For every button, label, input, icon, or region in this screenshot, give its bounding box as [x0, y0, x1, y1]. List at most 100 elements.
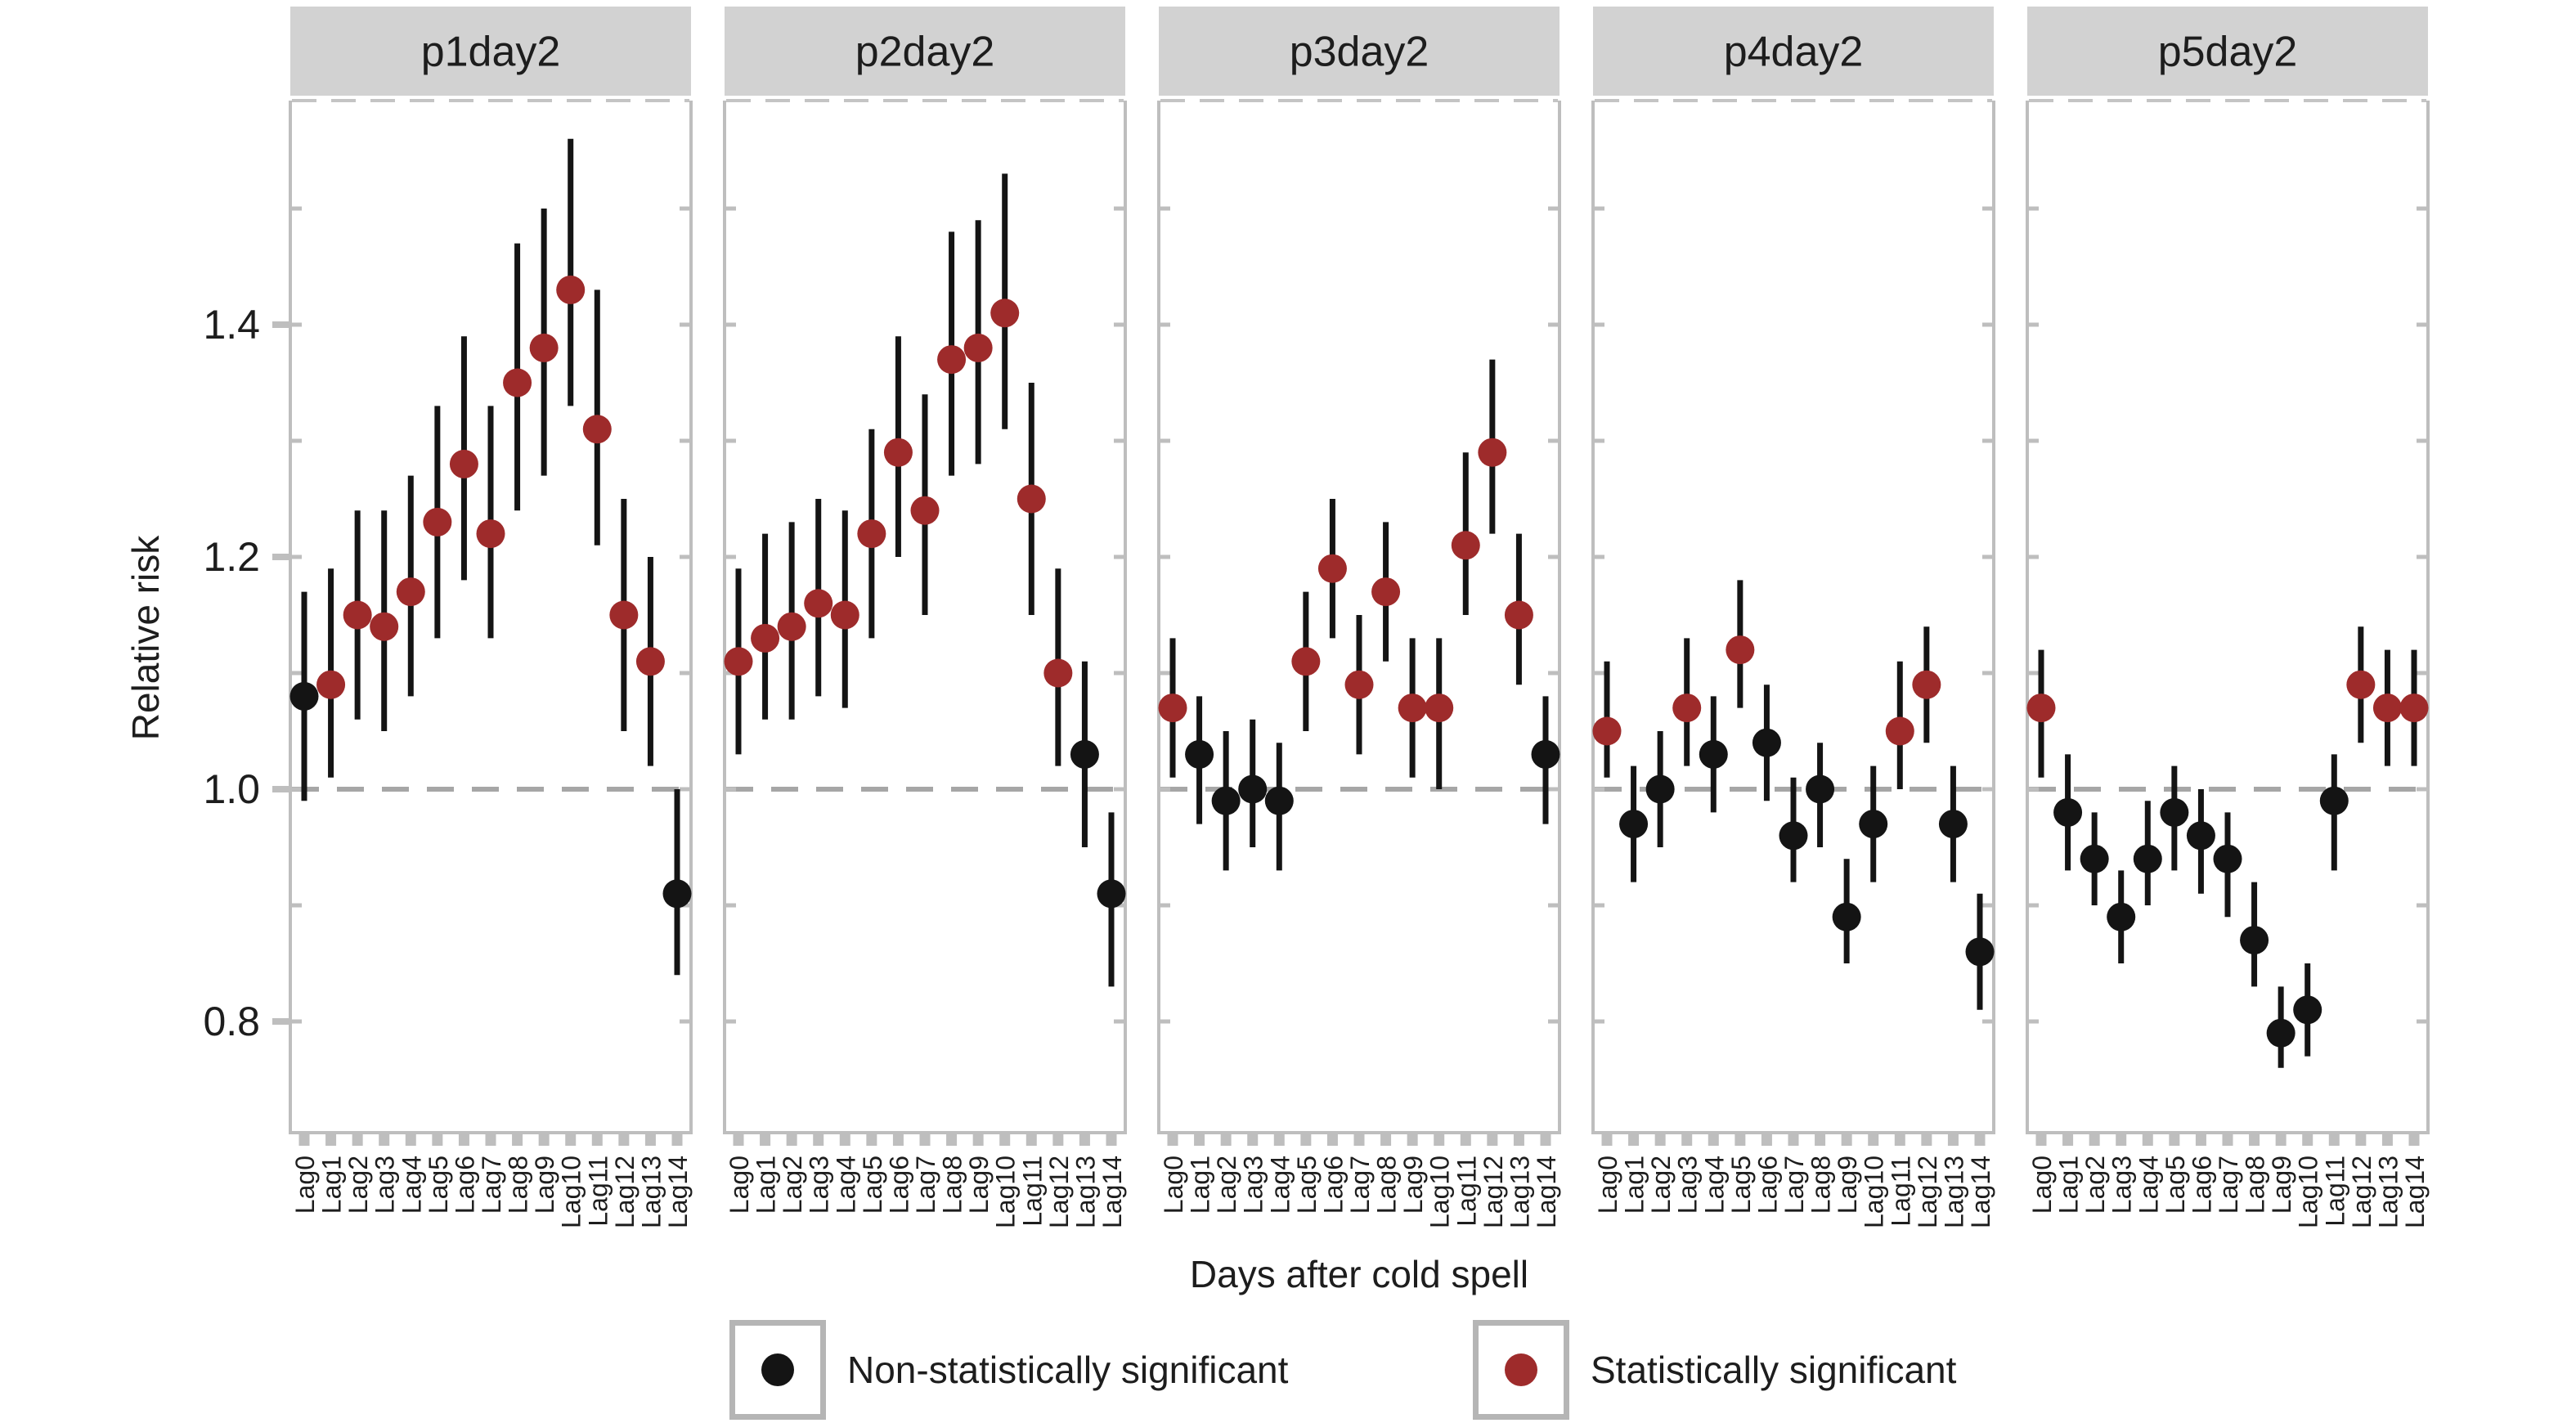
x-tick-label: Lag0 [1159, 1156, 1188, 1214]
x-tick-label: Lag1 [752, 1156, 781, 1214]
point-non-significant [2266, 1018, 2296, 1048]
x-axis-title: Days after cold spell [1189, 1253, 1529, 1295]
x-tick [1735, 1133, 1746, 1146]
x-tick [2089, 1133, 2100, 1146]
x-tick-label: Lag0 [1593, 1156, 1622, 1214]
legend-key-box [1473, 1320, 1569, 1420]
facet-title: p1day2 [421, 29, 561, 76]
point-significant [529, 333, 559, 362]
point-significant [883, 438, 913, 467]
x-tick-label: Lag5 [2161, 1156, 2190, 1214]
x-tick [2062, 1133, 2074, 1146]
point-non-significant [2293, 995, 2322, 1025]
x-tick-label: Lag14 [663, 1156, 693, 1228]
point-significant [1371, 577, 1401, 607]
x-tick-label: Lag13 [1505, 1156, 1534, 1228]
x-tick [1247, 1133, 1259, 1146]
x-tick [946, 1133, 958, 1146]
x-tick [813, 1133, 824, 1146]
x-tick [1353, 1133, 1365, 1146]
facet-p5day2: p5day2Lag0Lag1Lag2Lag3Lag4Lag5Lag6Lag7La… [2026, 7, 2430, 1228]
point-significant [1344, 670, 1374, 699]
point-significant [556, 275, 586, 304]
point-significant [937, 345, 967, 375]
point-significant [1885, 716, 1914, 746]
x-tick [1921, 1133, 1932, 1146]
point-significant [370, 612, 399, 641]
point-significant [1504, 600, 1533, 630]
x-tick-label: Lag12 [610, 1156, 640, 1228]
x-tick [2328, 1133, 2340, 1146]
x-tick [618, 1133, 630, 1146]
facet-p4day2: p4day2Lag0Lag1Lag2Lag3Lag4Lag5Lag6Lag7La… [1591, 7, 1995, 1228]
y-tick-label: 1.0 [203, 766, 260, 812]
x-tick-label: Lag13 [1939, 1156, 1968, 1228]
x-tick [1167, 1133, 1178, 1146]
point-significant [1912, 670, 1941, 699]
x-tick-label: Lag5 [858, 1156, 887, 1214]
x-tick [892, 1133, 904, 1146]
legend-key-box [729, 1320, 826, 1420]
x-tick [2222, 1133, 2233, 1146]
point-non-significant [289, 681, 319, 711]
point-significant [1672, 694, 1702, 723]
x-tick [1601, 1133, 1613, 1146]
x-tick-label: Lag1 [1620, 1156, 1649, 1214]
x-tick-label: Lag8 [1806, 1156, 1836, 1214]
point-significant [316, 670, 346, 699]
x-tick-label: Lag5 [424, 1156, 453, 1214]
facet-title: p5day2 [2158, 29, 2298, 76]
x-tick [999, 1133, 1011, 1146]
point-significant [2346, 670, 2376, 699]
x-tick-label: Lag14 [1097, 1156, 1127, 1228]
point-non-significant [1619, 810, 1649, 839]
facet-strip [290, 7, 691, 96]
point-significant [963, 333, 993, 362]
x-tick [512, 1133, 523, 1146]
x-tick-label: Lag8 [504, 1156, 533, 1214]
point-significant [857, 519, 886, 549]
point-non-significant [1806, 774, 1835, 804]
x-tick [2355, 1133, 2367, 1146]
x-tick [1220, 1133, 1232, 1146]
x-tick-label: Lag4 [831, 1156, 860, 1214]
x-tick-label: Lag2 [1646, 1156, 1676, 1214]
x-tick [1708, 1133, 1719, 1146]
point-significant [449, 449, 478, 478]
point-non-significant [1752, 728, 1781, 757]
x-tick [458, 1133, 469, 1146]
point-non-significant [1185, 739, 1214, 769]
point-non-significant [2319, 786, 2349, 815]
facet-title: p3day2 [1290, 29, 1429, 76]
point-significant [635, 647, 665, 676]
x-tick [786, 1133, 797, 1146]
point-significant [751, 623, 780, 653]
point-non-significant [662, 879, 692, 909]
y-tick-label: 1.2 [203, 534, 260, 580]
x-tick-label: Lag12 [2347, 1156, 2376, 1228]
point-significant [582, 415, 612, 444]
point-significant [910, 496, 940, 525]
point-non-significant [2107, 902, 2136, 931]
x-tick-label: Lag4 [1265, 1156, 1295, 1214]
x-tick [1841, 1133, 1852, 1146]
x-tick [325, 1133, 337, 1146]
x-tick-label: Lag9 [530, 1156, 559, 1214]
x-tick-label: Lag3 [805, 1156, 834, 1214]
x-tick [919, 1133, 931, 1146]
non-significant-dot-icon [761, 1353, 794, 1386]
x-tick [1106, 1133, 1117, 1146]
x-tick [1380, 1133, 1392, 1146]
y-tick-label: 0.8 [203, 999, 260, 1044]
x-tick [432, 1133, 443, 1146]
point-non-significant [1832, 902, 1861, 931]
x-tick-label: Lag11 [583, 1156, 613, 1227]
x-tick [2408, 1133, 2420, 1146]
point-non-significant [2133, 844, 2162, 873]
x-tick [1654, 1133, 1666, 1146]
x-tick-label: Lag13 [1070, 1156, 1100, 1228]
point-significant [1398, 694, 1427, 723]
facet-strip [725, 7, 1125, 96]
point-non-significant [1531, 739, 1560, 769]
facet-p2day2: p2day2Lag0Lag1Lag2Lag3Lag4Lag5Lag6Lag7La… [723, 7, 1127, 1228]
